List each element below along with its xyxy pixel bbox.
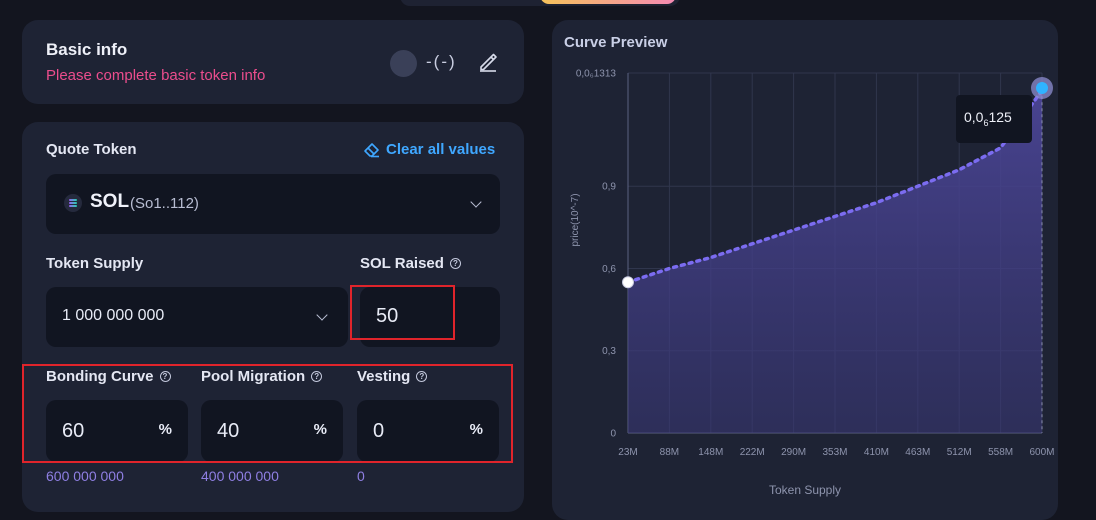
- quote-token-address: (So1..112): [130, 195, 199, 212]
- chevron-down-icon: [470, 196, 482, 208]
- sol-logo-icon: [64, 194, 82, 212]
- quote-token-select[interactable]: SOL (So1..112): [46, 174, 500, 234]
- bonding-curve-label: Bonding Curve ?: [46, 368, 171, 385]
- bonding-curve-input[interactable]: 60 %: [46, 400, 188, 462]
- y-tick-label: 0,9: [602, 182, 616, 193]
- token-config-panel: Quote Token Clear all values SOL (So1..1…: [22, 122, 524, 512]
- curve-preview-title: Curve Preview: [564, 34, 668, 51]
- x-tick-label: 512M: [947, 447, 972, 458]
- curve-chart: 0,06125 0 0,3 0,6 0,9 0,0₆1313 23M 88M 148M 222M 2…: [570, 69, 1055, 498]
- quote-token-label: Quote Token: [46, 141, 137, 158]
- vesting-amount: 0: [357, 468, 365, 484]
- bonding-curve-label-text: Bonding Curve: [46, 368, 154, 385]
- end-point: [1036, 82, 1048, 94]
- curve-area: [628, 90, 1042, 433]
- value-tooltip: [956, 95, 1032, 143]
- pool-migration-label-text: Pool Migration: [201, 368, 306, 385]
- sol-raised-input[interactable]: 50: [360, 287, 500, 347]
- curve-preview-panel: Curve Preview 0,06125 0 0,3 0,6 0,9 0,0₆1313 2…: [552, 20, 1058, 520]
- token-supply-label: Token Supply: [46, 255, 143, 272]
- y-tick-label: 0,0₆1313: [576, 69, 617, 80]
- x-tick-label: 290M: [781, 447, 806, 458]
- highlight-box-sol-raised: [350, 285, 455, 340]
- vesting-input[interactable]: 0 %: [357, 400, 499, 462]
- sol-raised-value: 50: [376, 305, 399, 327]
- curve-line: [626, 88, 1044, 284]
- x-tick-label: 148M: [698, 447, 723, 458]
- basic-info-panel[interactable]: Basic info Please complete basic token i…: [22, 20, 524, 104]
- pool-migration-label: Pool Migration ?: [201, 368, 323, 385]
- x-tick-label: 463M: [905, 447, 930, 458]
- help-icon[interactable]: ?: [416, 371, 428, 382]
- token-avatar: [390, 50, 417, 77]
- help-icon[interactable]: ?: [311, 371, 323, 382]
- token-supply-select[interactable]: 1 000 000 000: [46, 287, 348, 347]
- percent-unit: %: [158, 421, 172, 438]
- sol-raised-label-text: SOL Raised: [360, 255, 444, 272]
- y-tick-label: 0: [610, 429, 616, 440]
- token-supply-label-text: Token Supply: [46, 255, 144, 272]
- basic-info-warning: Please complete basic token info: [46, 67, 266, 84]
- quote-token-label-text: Quote Token: [46, 141, 137, 158]
- bonding-curve-amount: 600 000 000: [46, 468, 124, 484]
- bonding-curve-value: 60: [62, 420, 85, 442]
- sol-raised-label: SOL Raised ?: [360, 255, 461, 272]
- chevron-down-icon: [316, 309, 328, 321]
- y-tick-label: 0,3: [602, 346, 616, 357]
- x-axis-label: Token Supply: [769, 483, 841, 497]
- basic-info-title: Basic info: [46, 40, 128, 59]
- start-point: [622, 276, 634, 289]
- percent-unit: %: [469, 421, 483, 438]
- vesting-label-text: Vesting: [357, 368, 411, 385]
- pool-migration-input[interactable]: 40 %: [201, 400, 343, 462]
- x-tick-label: 558M: [988, 447, 1013, 458]
- y-tick-label: 0,6: [602, 264, 616, 275]
- x-tick-label: 88M: [660, 447, 679, 458]
- x-tick-label: 353M: [822, 447, 847, 458]
- x-tick-label: 600M: [1029, 447, 1054, 458]
- clear-all-button[interactable]: Clear all values: [363, 141, 495, 158]
- clear-all-label: Clear all values: [386, 141, 496, 158]
- pool-migration-amount: 400 000 000: [201, 468, 279, 484]
- vesting-value: 0: [373, 420, 385, 442]
- x-tick-label: 222M: [740, 447, 765, 458]
- y-axis-label: price(10^-7): [570, 193, 581, 246]
- vesting-label: Vesting ?: [357, 368, 428, 385]
- tooltip-text: 0,06125: [964, 109, 1012, 128]
- x-tick-label: 410M: [864, 447, 889, 458]
- help-icon[interactable]: ?: [159, 371, 171, 382]
- eraser-icon: [364, 142, 379, 157]
- top-tab-active[interactable]: [540, 0, 676, 4]
- highlight-box-allocation: [22, 364, 513, 463]
- token-ticker: -(-): [426, 52, 457, 71]
- x-tick-label: 23M: [618, 447, 637, 458]
- help-icon[interactable]: ?: [449, 258, 461, 269]
- top-tab-bar: [400, 0, 680, 6]
- quote-token-name: SOL: [90, 191, 130, 212]
- percent-unit: %: [313, 421, 327, 438]
- edit-icon[interactable]: [478, 52, 498, 72]
- token-supply-value: 1 000 000 000: [62, 307, 165, 324]
- pool-migration-value: 40: [217, 420, 240, 442]
